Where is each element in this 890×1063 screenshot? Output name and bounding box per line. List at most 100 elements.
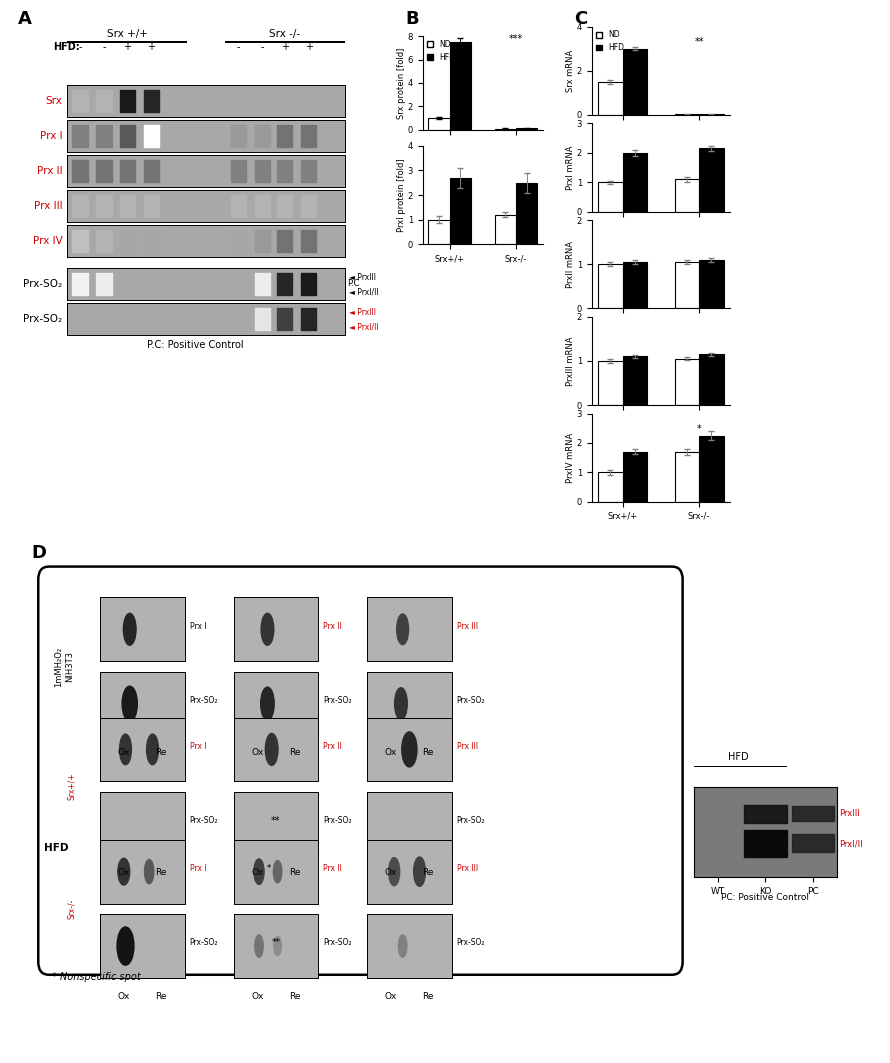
Text: PrxIII: PrxIII	[839, 809, 860, 819]
Ellipse shape	[147, 735, 158, 764]
Text: +: +	[281, 41, 288, 52]
Bar	[623, 49, 647, 115]
Text: -: -	[102, 41, 106, 52]
Ellipse shape	[265, 733, 278, 765]
Ellipse shape	[255, 935, 263, 957]
Bar	[623, 153, 647, 212]
Legend: ND, HFD: ND, HFD	[595, 31, 624, 52]
Ellipse shape	[273, 861, 282, 882]
Text: Prx IV: Prx IV	[33, 236, 62, 247]
Text: Prx II: Prx II	[323, 622, 342, 630]
Text: P.C: Positive Control: P.C: Positive Control	[148, 339, 244, 350]
Y-axis label: Srx protein [fold]: Srx protein [fold]	[397, 47, 406, 119]
Text: Srx: Srx	[45, 96, 62, 106]
Text: Ox: Ox	[251, 747, 263, 757]
Legend: ND, HFD: ND, HFD	[426, 40, 455, 62]
Bar	[516, 183, 538, 244]
Text: +: +	[148, 41, 155, 52]
Text: A: A	[18, 11, 32, 29]
Text: Prx-SO₂: Prx-SO₂	[190, 939, 218, 947]
Text: Prx-SO₂: Prx-SO₂	[190, 696, 218, 705]
Ellipse shape	[117, 858, 130, 885]
Text: Prx-SO₂: Prx-SO₂	[457, 816, 485, 825]
Text: Prx-SO₂: Prx-SO₂	[323, 816, 352, 825]
Bar	[598, 361, 623, 405]
Text: *: *	[697, 424, 701, 434]
Text: Srx +/+: Srx +/+	[107, 30, 148, 39]
Text: * Nonspecific spot: * Nonspecific spot	[52, 972, 141, 982]
Text: Prx-SO₂: Prx-SO₂	[23, 314, 62, 324]
Text: ◄ PrxIII: ◄ PrxIII	[349, 308, 376, 317]
Text: Ox: Ox	[384, 867, 397, 877]
Y-axis label: PrxII mRNA: PrxII mRNA	[567, 240, 576, 288]
Text: Prx-SO₂: Prx-SO₂	[323, 696, 352, 705]
Text: Re: Re	[155, 747, 166, 757]
Text: Ox: Ox	[251, 867, 263, 877]
Text: Prx I: Prx I	[190, 742, 206, 750]
Ellipse shape	[144, 860, 154, 883]
Bar	[699, 436, 724, 502]
Ellipse shape	[254, 859, 264, 884]
Text: Srx -/-: Srx -/-	[270, 30, 300, 39]
Text: Prx-SO₂: Prx-SO₂	[457, 939, 485, 947]
Text: Ox: Ox	[117, 992, 130, 1001]
Bar	[598, 82, 623, 115]
Text: Ox: Ox	[251, 992, 263, 1001]
Text: *: *	[267, 864, 271, 873]
Ellipse shape	[122, 687, 137, 721]
Ellipse shape	[261, 687, 274, 721]
Ellipse shape	[399, 935, 407, 957]
Text: ◄ PrxIII: ◄ PrxIII	[349, 273, 376, 282]
Y-axis label: PrxIII mRNA: PrxIII mRNA	[567, 336, 576, 386]
Text: P.C: P.C	[347, 280, 360, 288]
Text: -: -	[261, 41, 264, 52]
Bar	[598, 472, 623, 502]
Text: Prx II: Prx II	[323, 864, 342, 873]
Y-axis label: Srx mRNA: Srx mRNA	[567, 50, 576, 91]
Text: Re: Re	[155, 992, 166, 1001]
Text: C: C	[574, 11, 587, 29]
Text: Re: Re	[422, 747, 433, 757]
Text: +: +	[124, 41, 131, 52]
Bar	[495, 129, 516, 130]
Bar	[675, 358, 699, 405]
Text: PrxI/II: PrxI/II	[839, 840, 862, 849]
Text: -: -	[237, 41, 240, 52]
Text: Re: Re	[288, 747, 300, 757]
Bar	[699, 259, 724, 308]
Bar	[428, 118, 449, 130]
Text: Prx II: Prx II	[323, 742, 342, 750]
Text: Srx+/+: Srx+/+	[67, 773, 76, 800]
Text: -: -	[78, 41, 82, 52]
Bar	[623, 261, 647, 308]
Text: ***: ***	[509, 34, 523, 44]
Bar	[675, 261, 699, 308]
Text: Ox: Ox	[117, 747, 130, 757]
Text: D: D	[31, 544, 46, 562]
Text: HFD:: HFD:	[53, 41, 80, 52]
Text: Prx I: Prx I	[190, 864, 206, 873]
Bar	[495, 215, 516, 244]
Text: Prx-SO₂: Prx-SO₂	[457, 696, 485, 705]
Bar	[449, 178, 471, 244]
Text: **: **	[694, 37, 704, 47]
Ellipse shape	[389, 858, 400, 885]
Bar	[449, 41, 471, 130]
Y-axis label: PrxI protein [fold]: PrxI protein [fold]	[397, 158, 406, 232]
Bar	[516, 129, 538, 130]
Text: PC: Positive Control: PC: Positive Control	[722, 893, 809, 902]
Text: Re: Re	[288, 992, 300, 1001]
Text: Prx-SO₂: Prx-SO₂	[190, 816, 218, 825]
Bar	[699, 149, 724, 212]
Ellipse shape	[274, 937, 281, 956]
Text: HFD: HFD	[728, 752, 749, 762]
Text: Prx III: Prx III	[457, 864, 478, 873]
Ellipse shape	[261, 613, 274, 645]
Text: Prx III: Prx III	[34, 201, 62, 212]
Text: Prx I: Prx I	[40, 131, 62, 141]
Bar	[598, 182, 623, 212]
Ellipse shape	[397, 614, 409, 644]
Text: 1mMH₂O₂
NIH3T3: 1mMH₂O₂ NIH3T3	[54, 646, 74, 687]
Text: Prx I: Prx I	[190, 622, 206, 630]
Bar	[675, 452, 699, 502]
